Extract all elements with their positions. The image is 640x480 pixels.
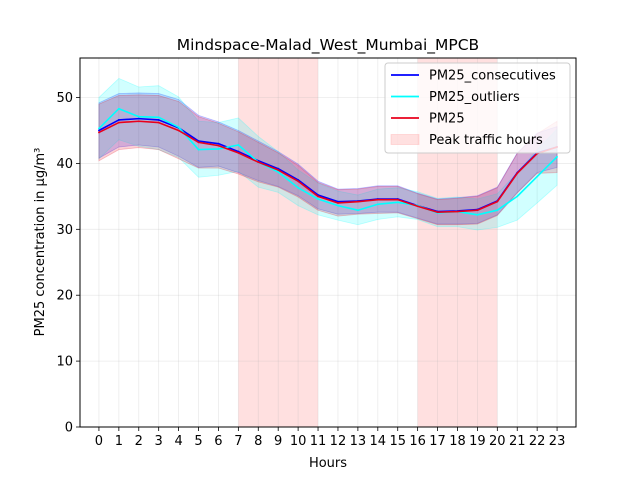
x-tick-label-9: 9 (274, 434, 282, 449)
y-tick-label-50: 50 (56, 91, 73, 106)
point-PM25_outliers-14 (376, 203, 379, 206)
chart-title: Mindspace-Malad_West_Mumbai_MPCB (177, 36, 479, 55)
x-tick-label-14: 14 (370, 434, 387, 449)
x-tick-label-18: 18 (449, 434, 466, 449)
x-tick-label-16: 16 (409, 434, 426, 449)
y-tick-label-10: 10 (56, 355, 73, 370)
x-tick-label-20: 20 (489, 434, 506, 449)
legend-label-0: PM25_consecutives (429, 69, 556, 84)
x-tick-label-12: 12 (330, 434, 347, 449)
x-axis-label: Hours (309, 456, 347, 471)
point-PM25_consecutives-2 (137, 117, 140, 120)
legend-label-2: PM25 (429, 112, 465, 127)
point-PM25-4 (177, 129, 180, 132)
point-PM25_outliers-12 (337, 204, 339, 207)
point-PM25-19 (476, 209, 479, 212)
point-PM25_outliers-22 (536, 175, 539, 178)
x-tick-label-6: 6 (214, 434, 222, 449)
point-PM25-3 (157, 121, 160, 124)
plot-frame (79, 57, 577, 428)
point-PM25_outliers-15 (396, 201, 399, 204)
point-PM25-9 (277, 169, 280, 171)
x-tick-label-11: 11 (310, 434, 327, 449)
x-tick-label-15: 15 (389, 434, 406, 449)
line-PM25_outliers (98, 107, 558, 216)
y-tick-label-40: 40 (56, 157, 73, 172)
line-PM25 (98, 120, 558, 213)
y-ticks: 0 10 20 30 40 50 (56, 91, 80, 436)
point-PM25-7 (237, 151, 240, 154)
legend-label-3: Peak traffic hours (429, 133, 543, 148)
x-tick-label-23: 23 (549, 434, 566, 449)
x-tick-label-21: 21 (509, 434, 526, 449)
series-lines (98, 107, 558, 216)
point-PM25_outliers-6 (217, 148, 220, 150)
axes (79, 57, 577, 428)
x-tick-label-13: 13 (350, 434, 367, 449)
x-tick-label-10: 10 (290, 434, 307, 449)
y-tick-label-20: 20 (56, 289, 73, 304)
x-tick-label-3: 3 (155, 434, 163, 449)
point-PM25-8 (257, 161, 260, 164)
point-PM25_outliers-1 (117, 107, 120, 110)
point-PM25_consecutives-0 (98, 129, 100, 132)
point-PM25-18 (456, 210, 459, 213)
x-tick-label-2: 2 (135, 434, 143, 449)
x-tick-label-4: 4 (174, 434, 182, 449)
point-PM25-13 (356, 200, 359, 203)
point-PM25_outliers-9 (277, 171, 280, 173)
point-PM25-5 (197, 141, 200, 144)
point-PM25-6 (217, 144, 220, 147)
point-PM25_outliers-20 (496, 209, 499, 212)
legend: PM25_consecutives PM25_outliers PM25 Peak t… (384, 62, 571, 154)
point-PM25-0 (98, 131, 100, 134)
x-tick-label-5: 5 (194, 434, 202, 449)
point-PM25-20 (496, 200, 499, 203)
legend-label-1: PM25_outliers (429, 90, 520, 105)
point-PM25_outliers-3 (157, 116, 160, 119)
x-tick-label-17: 17 (429, 434, 446, 449)
point-PM25_outliers-0 (98, 127, 100, 130)
x-tick-label-19: 19 (469, 434, 486, 449)
point-PM25-10 (297, 180, 300, 183)
band-PM25_consecutives (98, 92, 558, 225)
point-PM25_outliers-21 (516, 195, 519, 198)
point-PM25-16 (416, 205, 419, 208)
x-tick-label-1: 1 (115, 434, 123, 449)
legend-swatch-3 (390, 134, 420, 145)
x-tick-label-8: 8 (254, 434, 262, 449)
point-PM25_outliers-5 (197, 148, 200, 151)
point-PM25-17 (436, 211, 439, 214)
point-PM25-2 (137, 120, 140, 123)
point-PM25-1 (117, 121, 120, 124)
point-PM25_consecutives-6 (217, 142, 220, 145)
point-PM25_consecutives-1 (117, 119, 120, 121)
point-PM25_outliers-13 (356, 209, 359, 212)
point-PM25_outliers-19 (476, 213, 479, 216)
point-PM25_outliers-4 (177, 126, 180, 129)
point-PM25-21 (516, 172, 519, 175)
y-axis-label: PM25 concentration in µg/m³ (33, 148, 48, 337)
legend-box (384, 62, 571, 154)
y-tick-label-0: 0 (65, 421, 73, 436)
band-PM25 (98, 94, 558, 226)
point-PM25_outliers-2 (137, 115, 140, 118)
point-PM25-14 (376, 198, 379, 201)
peak-traffic-band-0 (238, 58, 319, 427)
point-PM25_outliers-10 (297, 186, 300, 189)
point-PM25-11 (317, 195, 319, 198)
x-tick-label-22: 22 (529, 434, 546, 449)
point-PM25_outliers-11 (317, 198, 319, 200)
point-PM25-15 (396, 198, 399, 201)
point-PM25_outliers-23 (556, 155, 558, 158)
x-ticks: 0 1 2 3 4 5 6 7 8 9 10 11 12 13 14 15 16 17 18 19 20 21 22 23 (95, 427, 566, 449)
y-tick-label-30: 30 (56, 223, 73, 238)
x-tick-label-0: 0 (95, 434, 103, 449)
x-tick-label-7: 7 (234, 434, 242, 449)
point-PM25_outliers-7 (237, 144, 240, 146)
point-PM25_consecutives-3 (157, 119, 160, 121)
point-PM25-12 (337, 202, 339, 204)
